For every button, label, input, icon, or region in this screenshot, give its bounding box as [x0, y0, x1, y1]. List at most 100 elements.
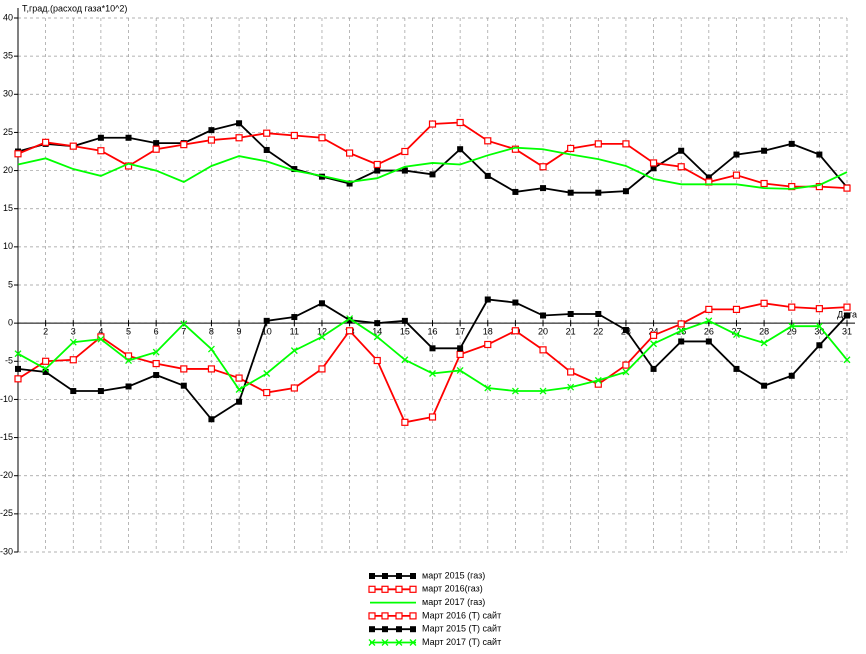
marker — [539, 163, 547, 171]
x-tick-label: 28 — [759, 327, 769, 337]
marker — [843, 303, 851, 311]
y-tick-label: -15 — [0, 432, 13, 442]
x-tick-label: 9 — [237, 327, 242, 337]
marker — [207, 345, 215, 353]
marker — [125, 134, 132, 141]
marker — [395, 639, 403, 646]
marker — [540, 312, 547, 319]
y-tick-label: -25 — [0, 508, 13, 518]
marker — [263, 146, 270, 153]
x-tick-label: 11 — [290, 327, 299, 337]
x-tick-label: 8 — [209, 327, 214, 337]
marker — [152, 359, 160, 368]
legend-label: март 2017 (газ) — [422, 597, 485, 607]
marker — [511, 387, 519, 395]
marker — [346, 180, 353, 187]
x-tick-label: 15 — [400, 327, 410, 337]
y-tick-label: 0 — [8, 318, 13, 328]
marker — [567, 310, 574, 317]
marker — [97, 388, 104, 395]
marker — [14, 150, 22, 158]
marker — [263, 317, 270, 324]
x-tick-label: 31 — [842, 327, 852, 337]
marker — [678, 338, 685, 345]
marker — [457, 146, 464, 153]
marker — [788, 322, 796, 330]
marker — [395, 585, 403, 593]
marker — [705, 174, 712, 181]
x-tick-label: 26 — [704, 327, 714, 337]
marker — [761, 382, 768, 389]
marker — [677, 320, 685, 328]
marker — [263, 129, 271, 137]
marker — [374, 320, 381, 327]
marker — [788, 372, 795, 379]
x-tick-label: 4 — [98, 327, 103, 337]
marker — [815, 322, 823, 330]
x-tick-label: 2 — [43, 327, 48, 337]
marker — [42, 138, 50, 146]
marker — [291, 314, 298, 321]
marker — [649, 331, 658, 339]
marker — [456, 366, 464, 374]
y-tick-label: -30 — [0, 546, 13, 556]
marker — [97, 147, 105, 155]
marker — [42, 368, 49, 375]
marker — [208, 416, 215, 423]
marker — [650, 340, 658, 348]
x-tick-label: 5 — [126, 327, 131, 337]
y-tick-label: 20 — [3, 165, 13, 175]
marker — [180, 320, 188, 328]
marker — [42, 357, 50, 365]
x-tick-label: 18 — [483, 327, 493, 337]
marker — [290, 131, 298, 140]
x-tick-label: 16 — [427, 327, 437, 337]
marker — [539, 387, 547, 395]
marker — [290, 347, 298, 355]
marker — [428, 413, 437, 421]
marker — [843, 184, 851, 192]
marker — [760, 179, 768, 188]
marker — [594, 376, 602, 384]
marker — [511, 327, 520, 335]
marker — [346, 317, 353, 324]
marker — [153, 372, 160, 379]
marker — [844, 312, 850, 319]
marker — [318, 300, 325, 307]
marker — [484, 296, 491, 303]
marker — [180, 365, 188, 373]
y-tick-label: 25 — [3, 127, 13, 137]
y-tick-label: 40 — [3, 12, 13, 22]
marker — [733, 365, 740, 372]
marker — [512, 299, 519, 306]
marker — [318, 333, 326, 341]
marker — [381, 612, 389, 620]
marker — [207, 365, 216, 373]
marker — [705, 305, 713, 314]
marker — [484, 340, 492, 349]
marker — [677, 163, 685, 171]
marker — [760, 339, 768, 347]
marker — [368, 585, 376, 593]
marker — [346, 327, 354, 335]
marker — [152, 348, 160, 356]
marker — [401, 147, 409, 156]
marker — [381, 639, 389, 646]
marker — [429, 345, 436, 352]
marker — [318, 134, 326, 142]
marker — [484, 137, 492, 145]
marker — [456, 350, 464, 359]
marker — [382, 626, 388, 633]
marker — [180, 382, 187, 389]
marker — [843, 356, 851, 364]
marker — [815, 182, 823, 191]
marker — [401, 317, 408, 324]
legend-label: Март 2017 (Т) сайт — [422, 637, 501, 647]
marker — [290, 384, 298, 392]
marker — [396, 573, 402, 579]
y-tick-label: 10 — [3, 241, 13, 251]
marker — [595, 189, 602, 196]
marker — [622, 361, 630, 369]
legend-label: Март 2015 (Т) сайт — [422, 624, 501, 634]
